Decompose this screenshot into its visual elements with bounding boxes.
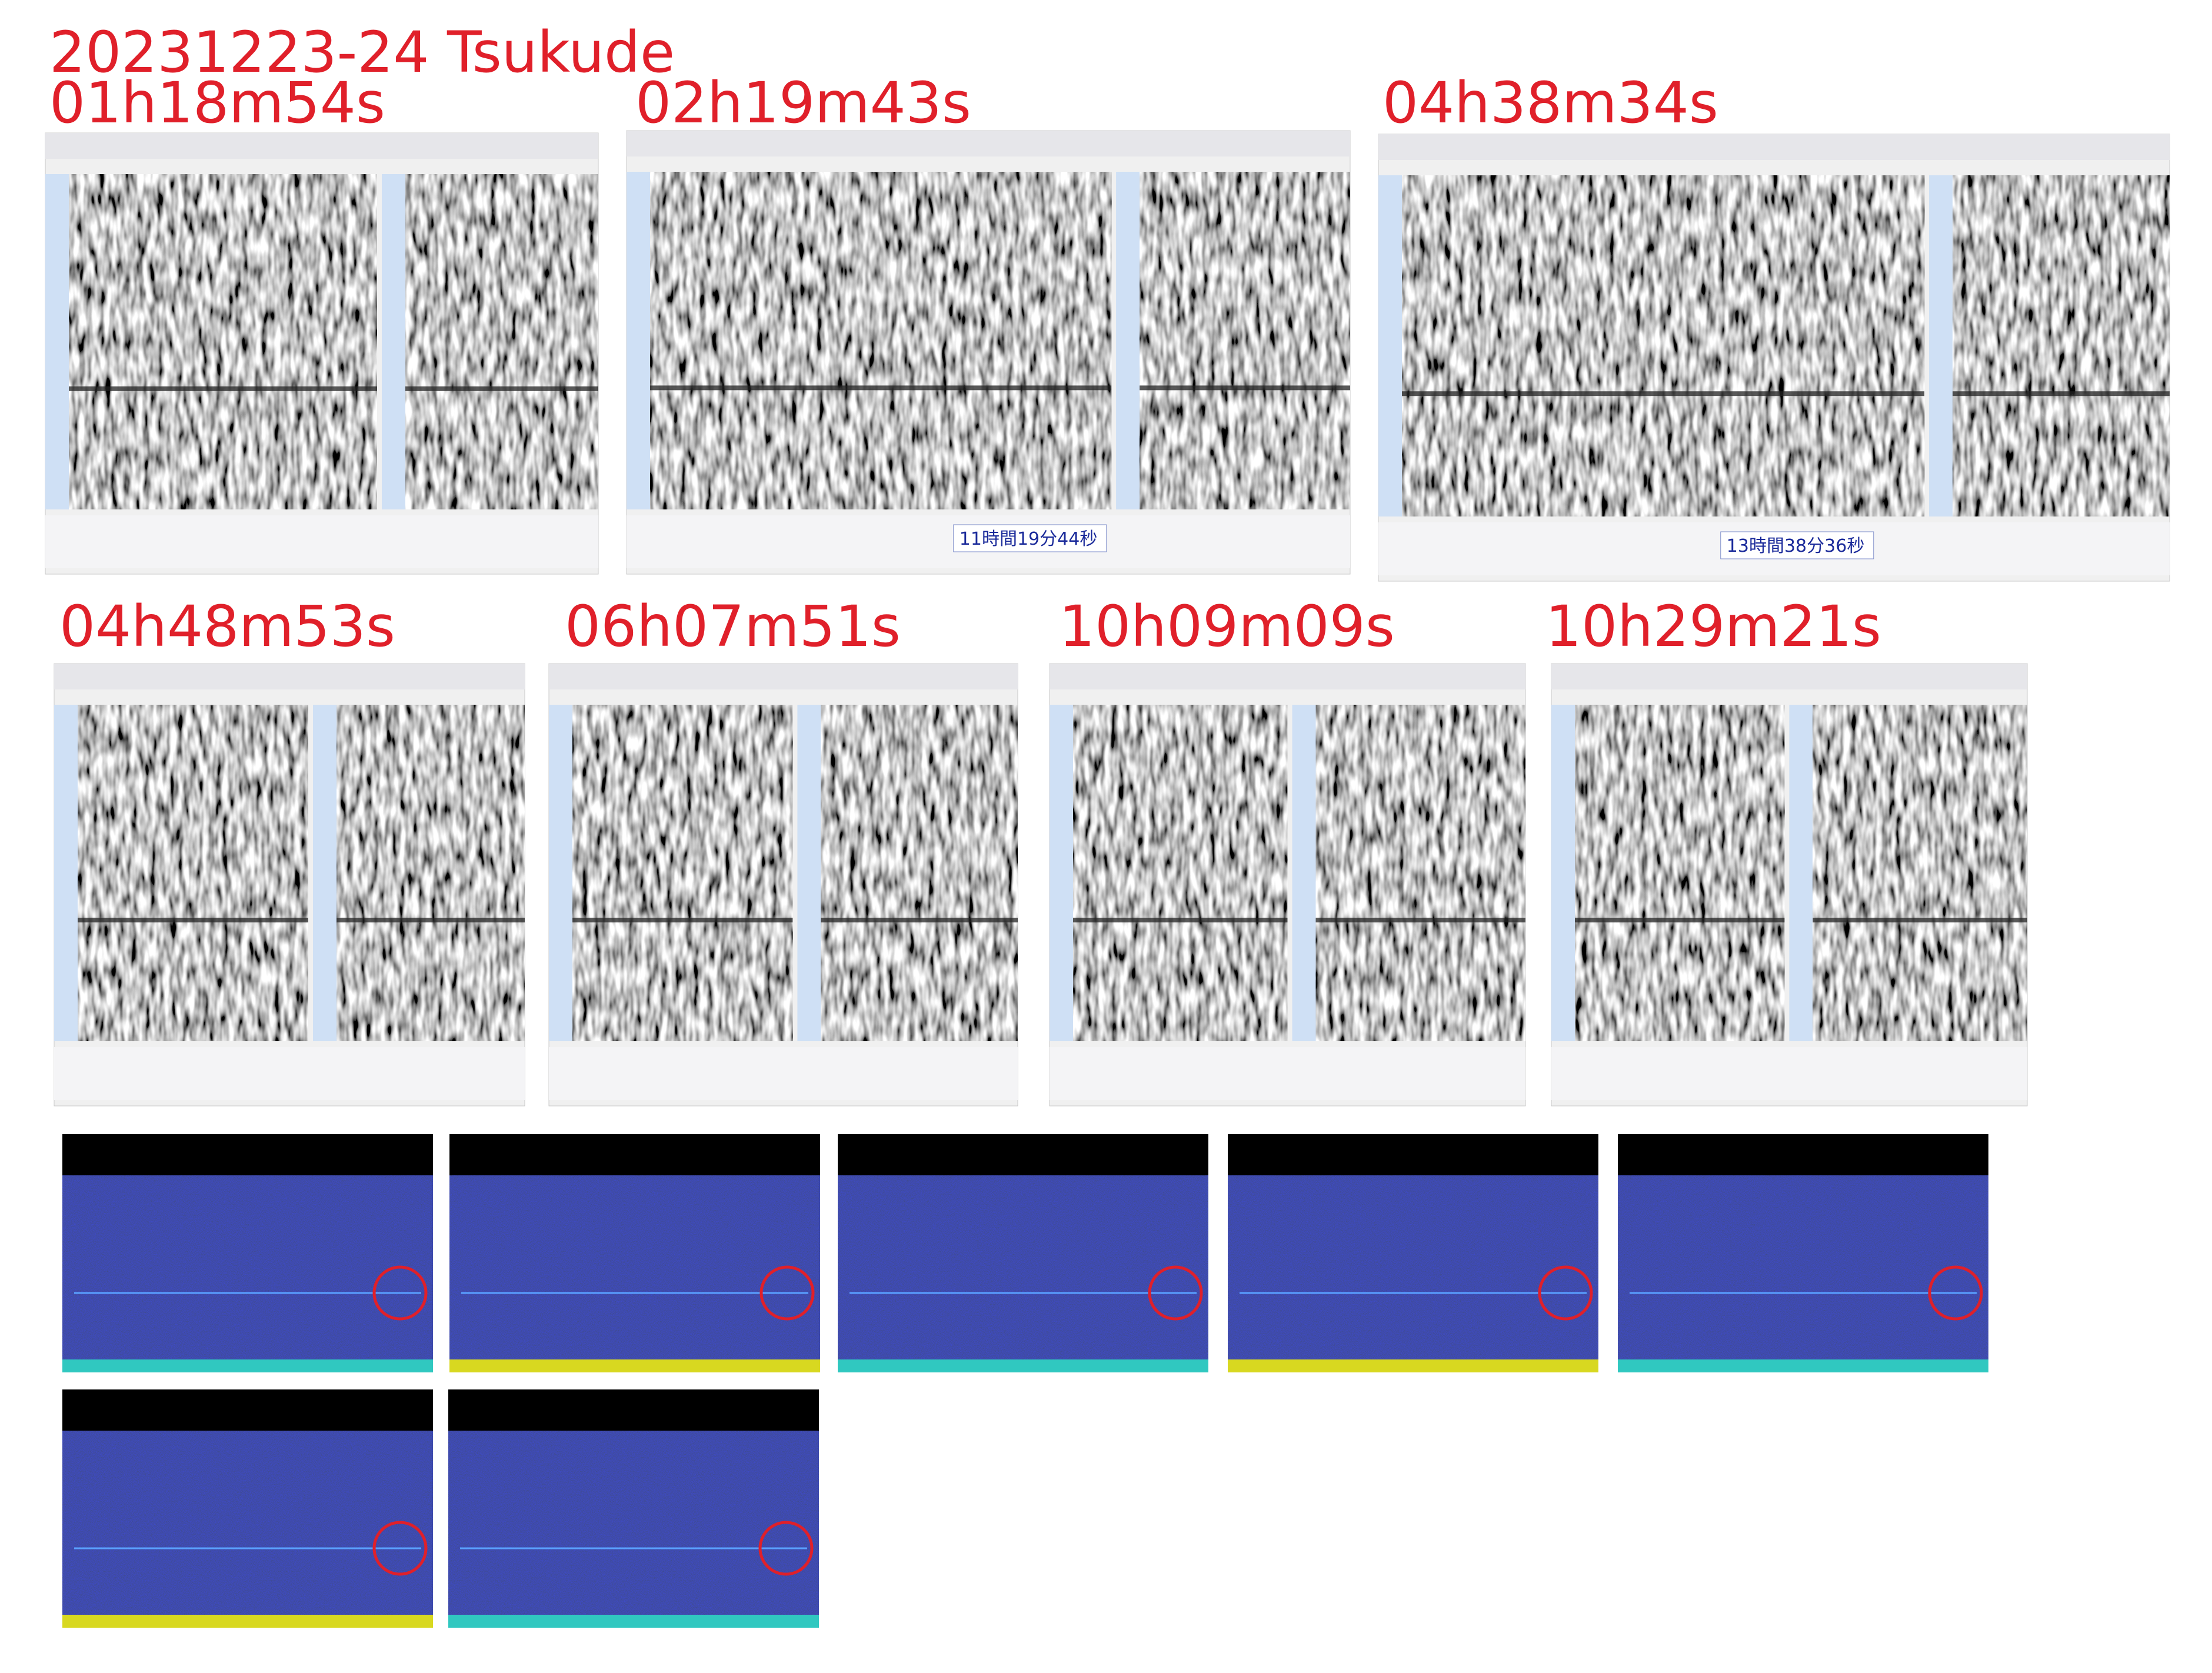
- status-bar: [549, 1047, 1018, 1100]
- hrofft-spectrum: [1618, 1359, 1988, 1372]
- hrofft-header: [1228, 1134, 1598, 1175]
- panels: 01h18m54s 02h19m43s 11時間19分44秒 04h38m34s 13時…: [45, 70, 2170, 1628]
- title: 20231223-24 Tsukude: [49, 19, 675, 85]
- carrier-line: [1073, 918, 1288, 923]
- hrofft-spectrum: [449, 1359, 820, 1372]
- frequency-axis: [45, 174, 69, 509]
- status-bar: [1551, 1047, 2027, 1100]
- spectrogram: [405, 174, 598, 509]
- carrier-line: [405, 386, 598, 391]
- frequency-axis: [1116, 172, 1140, 509]
- toolbar: [54, 664, 525, 689]
- frequency-axis: [1551, 705, 1575, 1041]
- hrofft-header: [449, 1134, 820, 1175]
- highlight-circle: [1148, 1265, 1203, 1321]
- carrier-line: [69, 386, 377, 391]
- status-bar: [1050, 1047, 1525, 1100]
- highlight-circle: [759, 1265, 815, 1321]
- carrier-line: [1402, 391, 1925, 396]
- frequency-axis: [1050, 705, 1073, 1041]
- hrofft-spectrum: [62, 1359, 433, 1372]
- carrier-line: [1575, 918, 1785, 923]
- status-bar: [45, 515, 598, 568]
- hrofft-plot: [449, 1175, 820, 1372]
- hrofft-plot: [1618, 1175, 1988, 1372]
- spectrogram: [1073, 705, 1288, 1041]
- hrofft-plot: [62, 1175, 433, 1372]
- frequency-axis: [549, 705, 572, 1041]
- carrier-line: [650, 385, 1112, 391]
- capture-time: 04h38m34s: [1382, 70, 1718, 136]
- frequency-axis: [1378, 175, 1402, 516]
- hrofft-spectrum: [62, 1615, 433, 1628]
- carrier-line: [572, 918, 793, 923]
- spectrogram: [650, 172, 1112, 509]
- capture-time: 02h19m43s: [635, 70, 971, 136]
- highlight-circle: [758, 1521, 814, 1576]
- frequency-axis: [313, 705, 337, 1041]
- spectrogram: [821, 705, 1018, 1041]
- capture-time: 10h29m21s: [1545, 594, 1881, 659]
- capture-time: 06h07m51s: [565, 594, 901, 659]
- frequency-axis: [382, 174, 405, 509]
- hrofft-header: [838, 1134, 1208, 1175]
- time-display: 13時間38分36秒: [1727, 536, 1865, 556]
- spectrogram: [1402, 175, 1925, 516]
- toolbar: [549, 664, 1018, 689]
- spectrogram: [1575, 705, 1785, 1041]
- carrier-line: [1140, 385, 1350, 391]
- carrier-line: [1953, 391, 2170, 396]
- capture-time: 04h48m53s: [59, 594, 395, 659]
- toolbar: [45, 133, 598, 159]
- spectrogram: [78, 705, 308, 1041]
- carrier-line: [337, 918, 525, 923]
- hrofft-header: [448, 1389, 819, 1431]
- time-box: [953, 524, 1107, 552]
- frequency-axis: [54, 705, 78, 1041]
- carrier-line: [1315, 918, 1525, 923]
- frequency-axis: [1929, 175, 1953, 516]
- status-bar: [54, 1047, 525, 1100]
- frequency-axis: [627, 172, 650, 509]
- hrofft-plot: [62, 1431, 433, 1628]
- spectrogram: [1953, 175, 2170, 516]
- carrier-line: [821, 918, 1018, 923]
- spectrogram: [572, 705, 793, 1041]
- hrofft-header: [62, 1134, 433, 1175]
- hrofft-spectrum: [1228, 1359, 1598, 1372]
- frequency-axis: [1292, 705, 1316, 1041]
- highlight-circle: [372, 1521, 428, 1576]
- toolbar: [1050, 664, 1525, 689]
- hrofft-plot: [838, 1175, 1208, 1372]
- hrofft-plot: [1228, 1175, 1598, 1372]
- hrofft-header: [1618, 1134, 1988, 1175]
- time-display: 11時間19分44秒: [960, 529, 1098, 549]
- carrier-line: [78, 918, 308, 923]
- hrofft-spectrum: [448, 1615, 819, 1628]
- hrofft-plot: [448, 1431, 819, 1628]
- spectrogram: [1315, 705, 1525, 1041]
- highlight-circle: [1538, 1265, 1593, 1321]
- spectrogram: [69, 174, 377, 509]
- toolbar: [1551, 664, 2027, 689]
- toolbar: [1378, 134, 2170, 160]
- spectrogram: [1140, 172, 1350, 509]
- carrier-line: [1813, 918, 2027, 923]
- highlight-circle: [372, 1265, 428, 1321]
- frequency-axis: [1789, 705, 1813, 1041]
- spectrogram: [337, 705, 525, 1041]
- spectrogram: [1813, 705, 2027, 1041]
- hrofft-spectrum: [838, 1359, 1208, 1372]
- capture-time: 01h18m54s: [49, 70, 385, 136]
- frequency-axis: [797, 705, 821, 1041]
- time-box: [1720, 531, 1874, 559]
- hrofft-header: [62, 1389, 433, 1431]
- toolbar: [627, 131, 1350, 156]
- highlight-circle: [1928, 1265, 1983, 1321]
- capture-time: 10h09m09s: [1059, 594, 1395, 659]
